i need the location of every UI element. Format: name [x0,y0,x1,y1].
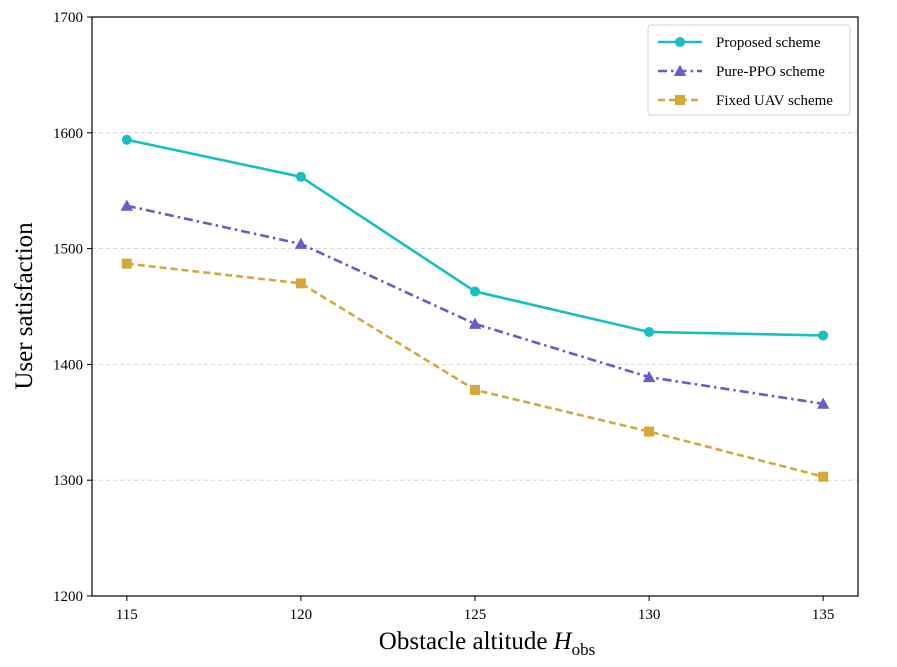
series-line [126,138,824,337]
data-point-marker [294,237,308,249]
y-tick-label: 1700 [53,10,83,26]
y-tick-label: 1600 [53,126,83,142]
data-point-marker [120,199,134,211]
data-point-marker [818,471,829,482]
y-tick-label: 1500 [53,242,83,258]
data-point-marker [121,258,132,269]
series-proposed-scheme [121,134,829,341]
x-tick-label: 130 [638,607,661,623]
legend-marker [675,37,685,47]
data-point-marker [121,134,132,145]
x-axis-title-text: Obstacle altitude [379,628,548,655]
x-tick-label: 135 [812,607,835,623]
data-point-marker [468,317,482,329]
y-tick-label: 1200 [53,589,83,605]
x-tick-label: 125 [464,607,487,623]
data-point-marker [642,370,656,383]
data-point-marker [818,330,829,341]
x-axis-title-symbol: H [553,628,574,655]
y-tick-label: 1400 [53,357,83,373]
data-point-marker [470,286,480,297]
grid-lines [92,132,858,481]
data-point-marker [816,397,830,409]
legend-marker [673,64,687,76]
legend-label: Pure-PPO scheme [716,64,825,80]
x-axis-title-subscript: obs [572,640,596,659]
series-line [126,204,824,406]
legend-box [647,24,851,116]
series-layer [120,134,830,482]
y-axis-title: User satisfaction [11,222,38,390]
legend-label: Proposed scheme [716,35,821,51]
legend: Proposed scheme Pure-PPO scheme Fixed UAV … [647,24,851,116]
x-tick-label: 120 [290,607,313,623]
data-point-marker [295,278,306,289]
data-point-marker [295,171,306,182]
axis-ticks: 1200 1300 1400 1500 1600 1700 115 120 125 130 135 [53,10,834,623]
series-pure-ppo-scheme [120,199,830,409]
data-point-marker [644,426,655,437]
data-point-marker [644,326,655,337]
data-point-marker [470,384,480,395]
legend-label: Fixed UAV scheme [716,93,833,109]
x-tick-label: 115 [116,607,138,623]
y-tick-label: 1300 [53,473,83,489]
x-axis-title: Obstacle altitude Hobs [379,628,595,659]
legend-marker [675,95,685,105]
series-fixed-uav-scheme [121,258,829,482]
